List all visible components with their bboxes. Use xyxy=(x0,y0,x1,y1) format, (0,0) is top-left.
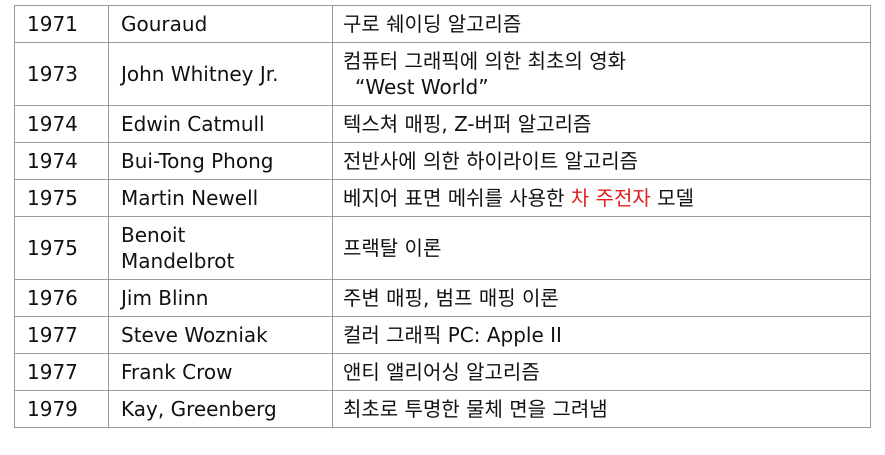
year-cell: 1974 xyxy=(14,142,109,180)
table-row: 1977 Frank Crow 앤티 앨리어싱 알고리즘 xyxy=(14,353,871,391)
table-row: 1971 Gouraud 구로 쉐이딩 알고리즘 xyxy=(14,5,871,43)
person-cell: Frank Crow xyxy=(108,353,333,391)
table-row: 1974 Edwin Catmull 텍스쳐 매핑, Z-버퍼 알고리즘 xyxy=(14,105,871,143)
person-name-line: Benoit xyxy=(121,223,186,247)
year-cell: 1973 xyxy=(14,42,109,106)
year-cell: 1977 xyxy=(14,316,109,354)
table-row: 1976 Jim Blinn 주변 매핑, 범프 매핑 이론 xyxy=(14,279,871,317)
table-row: 1974 Bui-Tong Phong 전반사에 의한 하이라이트 알고리즘 xyxy=(14,142,871,180)
person-cell: Jim Blinn xyxy=(108,279,333,317)
year-cell: 1974 xyxy=(14,105,109,143)
year-cell: 1975 xyxy=(14,216,109,280)
table-row: 1973 John Whitney Jr. 컴퓨터 그래픽에 의한 최초의 영화… xyxy=(14,42,871,106)
year-cell: 1976 xyxy=(14,279,109,317)
achievement-text: 베지어 표면 메쉬를 사용한 xyxy=(343,186,571,210)
achievement-line: 컴퓨터 그래픽에 의한 최초의 영화 xyxy=(343,49,627,73)
person-cell: Bui-Tong Phong xyxy=(108,142,333,180)
person-cell: Gouraud xyxy=(108,5,333,43)
table-row: 1975 Martin Newell 베지어 표면 메쉬를 사용한 차 주전자 … xyxy=(14,179,871,217)
person-cell: John Whitney Jr. xyxy=(108,42,333,106)
achievement-cell: 앤티 앨리어싱 알고리즘 xyxy=(332,353,871,391)
year-cell: 1975 xyxy=(14,179,109,217)
achievement-cell: 구로 쉐이딩 알고리즘 xyxy=(332,5,871,43)
year-cell: 1971 xyxy=(14,5,109,43)
year-cell: 1979 xyxy=(14,390,109,428)
achievement-cell: 최초로 투명한 물체 면을 그려냄 xyxy=(332,390,871,428)
year-cell: 1977 xyxy=(14,353,109,391)
person-cell: Edwin Catmull xyxy=(108,105,333,143)
person-name-line: Mandelbrot xyxy=(121,249,235,273)
achievement-cell: 주변 매핑, 범프 매핑 이론 xyxy=(332,279,871,317)
table-row: 1979 Kay, Greenberg 최초로 투명한 물체 면을 그려냄 xyxy=(14,390,871,428)
achievement-cell: 컴퓨터 그래픽에 의한 최초의 영화 “West World” xyxy=(332,42,871,106)
achievement-cell: 텍스쳐 매핑, Z-버퍼 알고리즘 xyxy=(332,105,871,143)
achievement-cell: 베지어 표면 메쉬를 사용한 차 주전자 모델 xyxy=(332,179,871,217)
person-cell: Benoit Mandelbrot xyxy=(108,216,333,280)
achievement-line: “West World” xyxy=(355,75,489,99)
achievement-cell: 컬러 그래픽 PC: Apple II xyxy=(332,316,871,354)
achievement-cell: 전반사에 의한 하이라이트 알고리즘 xyxy=(332,142,871,180)
person-cell: Martin Newell xyxy=(108,179,333,217)
achievement-text: 모델 xyxy=(650,186,694,210)
person-cell: Kay, Greenberg xyxy=(108,390,333,428)
highlighted-text: 차 주전자 xyxy=(570,186,651,210)
achievement-cell: 프랙탈 이론 xyxy=(332,216,871,280)
history-table-container: 1971 Gouraud 구로 쉐이딩 알고리즘 1973 John Whitn… xyxy=(14,5,871,428)
computer-graphics-history-table: 1971 Gouraud 구로 쉐이딩 알고리즘 1973 John Whitn… xyxy=(14,5,871,428)
table-row: 1977 Steve Wozniak 컬러 그래픽 PC: Apple II xyxy=(14,316,871,354)
table-row: 1975 Benoit Mandelbrot 프랙탈 이론 xyxy=(14,216,871,280)
person-cell: Steve Wozniak xyxy=(108,316,333,354)
